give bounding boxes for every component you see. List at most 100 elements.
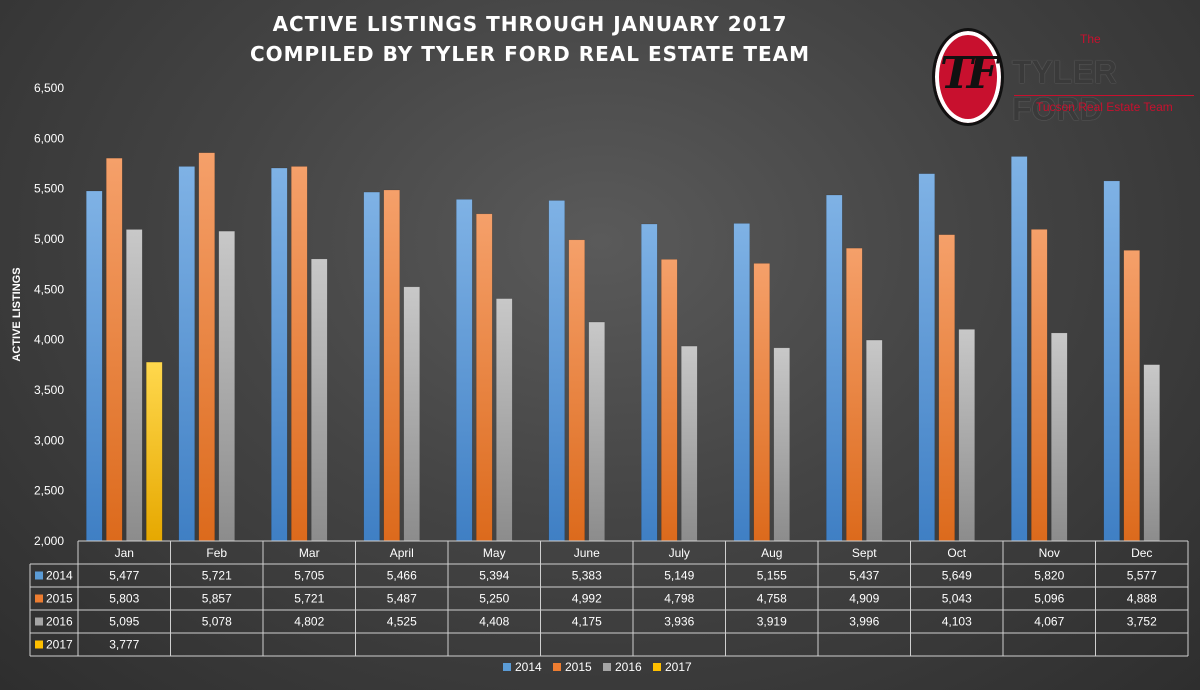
- table-cell-value: 4,408: [479, 615, 509, 629]
- bar-2014-april: [363, 191, 380, 542]
- table-cell-value: 4,525: [387, 615, 417, 629]
- table-cell-value: 5,649: [942, 569, 972, 583]
- bar-2015-mar: [291, 166, 308, 542]
- bar-2016-oct: [958, 329, 975, 542]
- y-tick-label: 6,500: [34, 81, 64, 95]
- x-tick-label: Mar: [299, 546, 320, 560]
- y-axis-title: ACTIVE LISTINGS: [11, 267, 23, 361]
- legend-label-2014: 2014: [515, 660, 542, 674]
- table-cell-value: 5,078: [202, 615, 232, 629]
- legend-label-2017: 2017: [665, 660, 692, 674]
- bar-2016-feb: [218, 230, 235, 542]
- bar-2016-nov: [1051, 332, 1068, 542]
- bar-2016-aug: [773, 347, 790, 542]
- y-tick-label: 2,500: [34, 484, 64, 498]
- table-cell-value: 4,175: [572, 615, 602, 629]
- table-cell-value: 5,383: [572, 569, 602, 583]
- x-tick-label: Jan: [115, 546, 134, 560]
- table-cell-value: 4,802: [294, 615, 324, 629]
- x-tick-label: June: [574, 546, 600, 560]
- table-cell-value: 3,936: [664, 615, 694, 629]
- bar-2016-jan: [126, 229, 143, 542]
- x-tick-label: Sept: [852, 546, 877, 560]
- table-legend-key-2015: [35, 594, 43, 603]
- bar-2015-nov: [1031, 229, 1048, 542]
- y-tick-label: 4,000: [34, 333, 64, 347]
- bar-2014-jan: [86, 190, 103, 542]
- table-legend-key-2016: [35, 617, 43, 626]
- table-series-label: 2014: [46, 569, 73, 583]
- table-cell-value: 5,155: [757, 569, 787, 583]
- x-tick-label: July: [669, 546, 690, 560]
- table-series-label: 2016: [46, 615, 73, 629]
- table-cell-value: 5,096: [1034, 592, 1064, 606]
- table-cell-value: 5,466: [387, 569, 417, 583]
- table-cell-value: 5,721: [202, 569, 232, 583]
- logo-badge: [932, 28, 1004, 126]
- bar-2015-sept: [846, 247, 863, 542]
- bar-2015-may: [476, 213, 493, 542]
- x-tick-label: Dec: [1131, 546, 1152, 560]
- bar-2014-july: [641, 223, 658, 542]
- table-cell-value: 5,437: [849, 569, 879, 583]
- table-cell-value: 4,992: [572, 592, 602, 606]
- x-tick-label: May: [483, 546, 506, 560]
- table-cell-value: 5,250: [479, 592, 509, 606]
- logo-monogram: TF: [940, 48, 998, 99]
- bar-2014-sept: [826, 194, 843, 542]
- bar-2016-mar: [311, 258, 328, 542]
- y-tick-label: 2,000: [34, 534, 64, 548]
- table-series-label: 2015: [46, 592, 73, 606]
- legend-label-2016: 2016: [615, 660, 642, 674]
- table-cell-value: 5,394: [479, 569, 509, 583]
- table-cell-value: 5,149: [664, 569, 694, 583]
- legend-swatch-2014: [503, 663, 511, 671]
- bar-2015-july: [661, 259, 678, 542]
- bar-2014-dec: [1103, 180, 1120, 542]
- table-cell-value: 5,705: [294, 569, 324, 583]
- bar-2016-may: [496, 298, 513, 542]
- table-cell-value: 3,777: [109, 638, 139, 652]
- bar-2015-oct: [938, 234, 955, 542]
- bar-2016-sept: [866, 339, 883, 542]
- legend-swatch-2016: [603, 663, 611, 671]
- table-cell-value: 5,721: [294, 592, 324, 606]
- table-legend-key-2017: [35, 640, 43, 649]
- table-cell-value: 4,909: [849, 592, 879, 606]
- table-cell-value: 4,103: [942, 615, 972, 629]
- bar-2014-oct: [918, 173, 935, 542]
- table-legend-key-2014: [35, 571, 43, 580]
- bar-2016-july: [681, 345, 698, 542]
- table-cell-value: 3,996: [849, 615, 879, 629]
- bar-2014-mar: [271, 167, 288, 542]
- bar-2015-june: [568, 239, 585, 542]
- bar-2016-june: [588, 321, 605, 542]
- chart-title-line-2: COMPILED BY TYLER FORD REAL ESTATE TEAM: [249, 42, 811, 66]
- logo-divider: [1014, 95, 1194, 96]
- legend-swatch-2015: [553, 663, 561, 671]
- table-cell-value: 4,067: [1034, 615, 1064, 629]
- table-cell-value: 5,577: [1127, 569, 1157, 583]
- y-tick-label: 5,500: [34, 182, 64, 196]
- table-series-label: 2017: [46, 638, 73, 652]
- bar-2014-may: [456, 199, 473, 542]
- logo-subtitle: Tucson Real Estate Team: [1036, 100, 1173, 114]
- bar-2015-dec: [1123, 250, 1140, 542]
- x-tick-label: Oct: [947, 546, 966, 560]
- y-tick-label: 5,000: [34, 232, 64, 246]
- table-cell-value: 5,487: [387, 592, 417, 606]
- bar-2016-april: [403, 286, 420, 542]
- bar-2015-jan: [106, 157, 123, 542]
- bar-2014-aug: [733, 223, 750, 542]
- y-tick-label: 3,000: [34, 433, 64, 447]
- bar-2015-april: [383, 189, 400, 542]
- legend-label-2015: 2015: [565, 660, 592, 674]
- chart-title-line-1: ACTIVE LISTINGS THROUGH JANUARY 2017: [272, 12, 788, 36]
- y-tick-label: 6,000: [34, 131, 64, 145]
- table-cell-value: 5,477: [109, 569, 139, 583]
- bar-2014-june: [548, 200, 565, 542]
- bar-2016-dec: [1143, 364, 1160, 542]
- x-tick-label: Feb: [206, 546, 227, 560]
- x-tick-label: Nov: [1039, 546, 1060, 560]
